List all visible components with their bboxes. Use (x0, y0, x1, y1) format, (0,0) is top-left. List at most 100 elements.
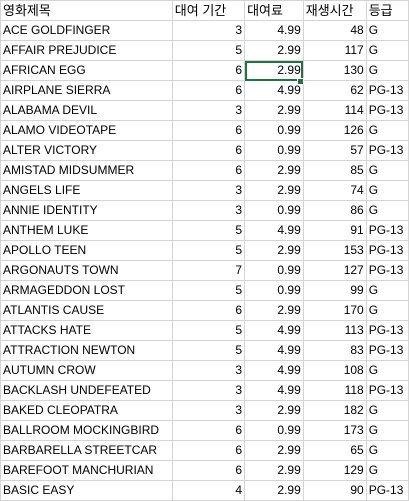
title-cell[interactable]: ANNIE IDENTITY (0, 200, 173, 221)
rating-cell[interactable]: PG-13 (365, 320, 409, 341)
length-cell[interactable]: 57 (302, 140, 367, 161)
rental-rate-cell[interactable]: 4.99 (244, 20, 304, 41)
rental-rate-cell[interactable]: 2.99 (244, 180, 304, 201)
length-cell[interactable]: 62 (302, 80, 367, 101)
rating-cell[interactable]: G (365, 160, 409, 181)
title-cell[interactable]: AIRPLANE SIERRA (0, 80, 173, 101)
rental-rate-cell[interactable]: 2.99 (244, 240, 304, 261)
length-cell[interactable]: 74 (302, 180, 367, 201)
header-length-cell[interactable]: 재생시간 (302, 0, 367, 21)
length-cell[interactable]: 90 (302, 480, 367, 501)
title-cell[interactable]: ATTACKS HATE (0, 320, 173, 341)
length-cell[interactable]: 130 (302, 60, 367, 81)
rental-rate-cell[interactable]: 4.99 (244, 380, 304, 401)
title-cell[interactable]: AMISTAD MIDSUMMER (0, 160, 173, 181)
title-cell[interactable]: BASIC EASY (0, 480, 173, 501)
rating-cell[interactable]: PG-13 (365, 80, 409, 101)
title-cell[interactable]: AUTUMN CROW (0, 360, 173, 381)
rental-duration-cell[interactable]: 7 (171, 260, 246, 281)
rental-rate-cell[interactable]: 2.99 (244, 400, 304, 421)
title-cell[interactable]: ALTER VICTORY (0, 140, 173, 161)
rating-cell[interactable]: PG-13 (365, 240, 409, 261)
title-cell[interactable]: ANTHEM LUKE (0, 220, 173, 241)
length-cell[interactable]: 153 (302, 240, 367, 261)
rating-cell[interactable]: G (365, 300, 409, 321)
length-cell[interactable]: 99 (302, 280, 367, 301)
rental-rate-cell[interactable]: 2.99 (244, 100, 304, 121)
rating-cell[interactable]: PG-13 (365, 100, 409, 121)
rating-cell[interactable]: G (365, 420, 409, 441)
title-cell[interactable]: ARMAGEDDON LOST (0, 280, 173, 301)
rating-cell[interactable]: PG-13 (365, 220, 409, 241)
length-cell[interactable]: 126 (302, 120, 367, 141)
title-cell[interactable]: AFRICAN EGG (0, 60, 173, 81)
title-cell[interactable]: APOLLO TEEN (0, 240, 173, 261)
rental-duration-cell[interactable]: 6 (171, 140, 246, 161)
rental-rate-cell[interactable]: 4.99 (244, 80, 304, 101)
title-cell[interactable]: BALLROOM MOCKINGBIRD (0, 420, 173, 441)
rental-duration-cell[interactable]: 4 (171, 480, 246, 501)
rental-duration-cell[interactable]: 6 (171, 420, 246, 441)
title-cell[interactable]: BAKED CLEOPATRA (0, 400, 173, 421)
title-cell[interactable]: ALAMO VIDEOTAPE (0, 120, 173, 141)
title-cell[interactable]: ARGONAUTS TOWN (0, 260, 173, 281)
rating-cell[interactable]: PG-13 (365, 380, 409, 401)
rating-cell[interactable]: PG-13 (365, 480, 409, 501)
length-cell[interactable]: 173 (302, 420, 367, 441)
rental-duration-cell[interactable]: 3 (171, 180, 246, 201)
rental-duration-cell[interactable]: 6 (171, 160, 246, 181)
title-cell[interactable]: ATTRACTION NEWTON (0, 340, 173, 361)
rental-duration-cell[interactable]: 6 (171, 80, 246, 101)
length-cell[interactable]: 108 (302, 360, 367, 381)
rental-duration-cell[interactable]: 6 (171, 60, 246, 81)
length-cell[interactable]: 182 (302, 400, 367, 421)
rental-duration-cell[interactable]: 3 (171, 100, 246, 121)
rating-cell[interactable]: G (365, 360, 409, 381)
rental-rate-cell[interactable]: 0.99 (244, 260, 304, 281)
rental-duration-cell[interactable]: 5 (171, 220, 246, 241)
rental-duration-cell[interactable]: 5 (171, 320, 246, 341)
rating-cell[interactable]: G (365, 20, 409, 41)
rating-cell[interactable]: G (365, 60, 409, 81)
rental-duration-cell[interactable]: 6 (171, 300, 246, 321)
rental-rate-cell[interactable]: 2.99 (244, 460, 304, 481)
rating-cell[interactable]: PG-13 (365, 260, 409, 281)
length-cell[interactable]: 86 (302, 200, 367, 221)
title-cell[interactable]: ALABAMA DEVIL (0, 100, 173, 121)
header-title-cell[interactable]: 영화제목 (0, 0, 173, 21)
rental-duration-cell[interactable]: 3 (171, 20, 246, 41)
rental-rate-cell[interactable]: 2.99 (244, 40, 304, 61)
length-cell[interactable]: 129 (302, 460, 367, 481)
rental-rate-cell[interactable]: 0.99 (244, 280, 304, 301)
title-cell[interactable]: BACKLASH UNDEFEATED (0, 380, 173, 401)
rental-rate-cell[interactable]: 0.99 (244, 120, 304, 141)
header-rental-rate-cell[interactable]: 대여료 (244, 0, 304, 21)
length-cell[interactable]: 91 (302, 220, 367, 241)
rating-cell[interactable]: PG-13 (365, 340, 409, 361)
rating-cell[interactable]: G (365, 40, 409, 61)
rating-cell[interactable]: G (365, 180, 409, 201)
rental-rate-cell[interactable]: 4.99 (244, 340, 304, 361)
rating-cell[interactable]: G (365, 120, 409, 141)
rental-duration-cell[interactable]: 6 (171, 120, 246, 141)
rating-cell[interactable]: G (365, 400, 409, 421)
length-cell[interactable]: 113 (302, 320, 367, 341)
rental-rate-cell[interactable]: 2.99 (244, 60, 304, 81)
rental-rate-cell[interactable]: 4.99 (244, 220, 304, 241)
length-cell[interactable]: 48 (302, 20, 367, 41)
rental-rate-cell[interactable]: 2.99 (244, 160, 304, 181)
length-cell[interactable]: 114 (302, 100, 367, 121)
rental-duration-cell[interactable]: 6 (171, 460, 246, 481)
rental-duration-cell[interactable]: 3 (171, 360, 246, 381)
length-cell[interactable]: 170 (302, 300, 367, 321)
title-cell[interactable]: ATLANTIS CAUSE (0, 300, 173, 321)
title-cell[interactable]: ACE GOLDFINGER (0, 20, 173, 41)
rental-rate-cell[interactable]: 2.99 (244, 300, 304, 321)
rental-duration-cell[interactable]: 5 (171, 340, 246, 361)
rental-duration-cell[interactable]: 3 (171, 380, 246, 401)
rental-rate-cell[interactable]: 0.99 (244, 200, 304, 221)
title-cell[interactable]: BAREFOOT MANCHURIAN (0, 460, 173, 481)
length-cell[interactable]: 83 (302, 340, 367, 361)
length-cell[interactable]: 65 (302, 440, 367, 461)
header-rental-duration-cell[interactable]: 대여 기간 (171, 0, 246, 21)
